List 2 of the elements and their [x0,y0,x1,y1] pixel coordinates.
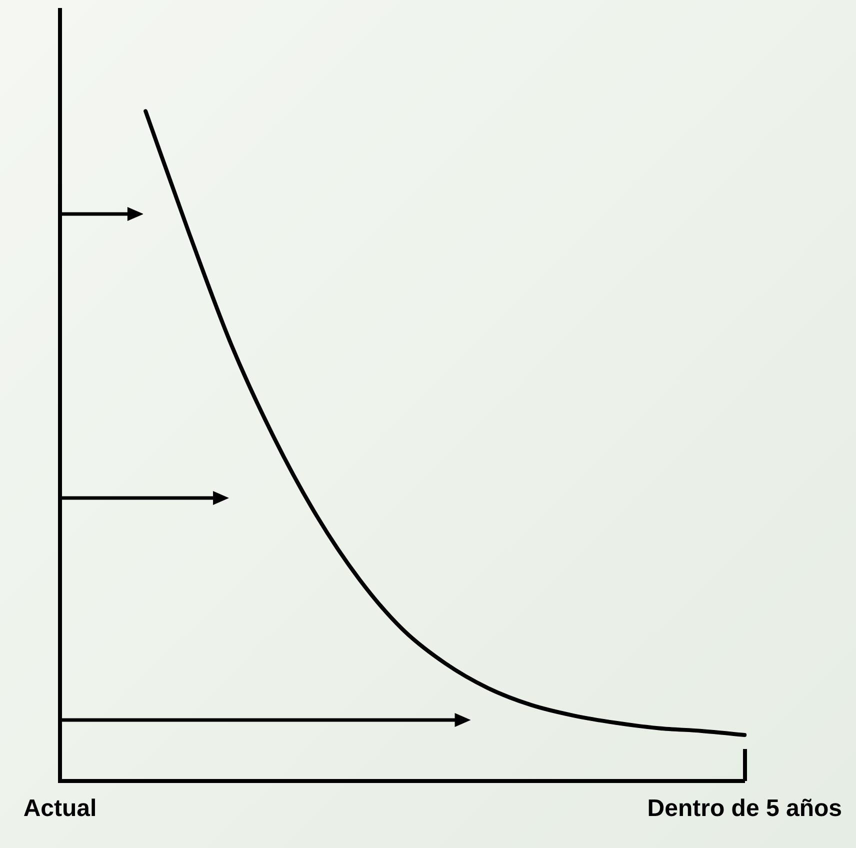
x-tick-label: Dentro de 5 años [647,795,842,822]
x-tick-label: Actual [23,795,97,822]
